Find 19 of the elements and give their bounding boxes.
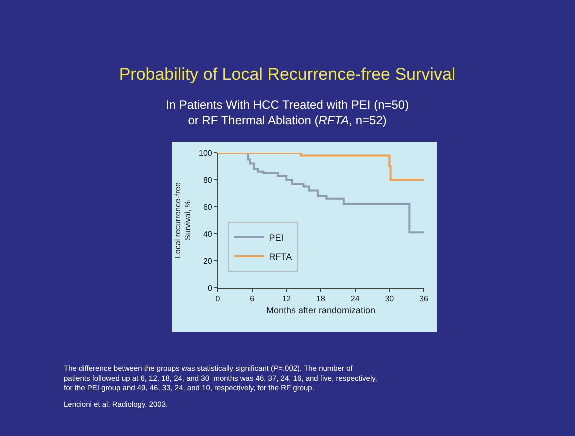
x-axis-title: Months after randomization [266,305,376,316]
y-tick-label: 20 [203,256,213,266]
x-tick-label: 30 [385,294,395,304]
x-tick-label: 0 [216,294,221,304]
y-tick-label: 100 [199,148,213,158]
x-tick-label: 12 [282,294,292,304]
legend-label: PEI [269,232,284,243]
y-axis-title: Local recurrence-free Survival, % [173,182,193,259]
y-tick-label: 0 [208,284,213,293]
y-tick-label: 60 [203,202,213,212]
chart-title: Probability of Local Recurrence-free Survival [119,64,456,84]
x-tick-label: 24 [350,294,360,304]
x-tick-label: 6 [250,294,256,304]
x-tick-label: 18 [316,294,326,304]
x-tick-label: 36 [420,294,429,304]
y-tick-label: 40 [203,230,213,239]
y-tick-label: 80 [203,176,213,185]
chart-subtitle: In Patients With HCC Treated with PEI (n=50) or RF Thermal Ablation (RFTA, n=52) [166,98,410,128]
legend-label: RFTA [269,252,292,262]
